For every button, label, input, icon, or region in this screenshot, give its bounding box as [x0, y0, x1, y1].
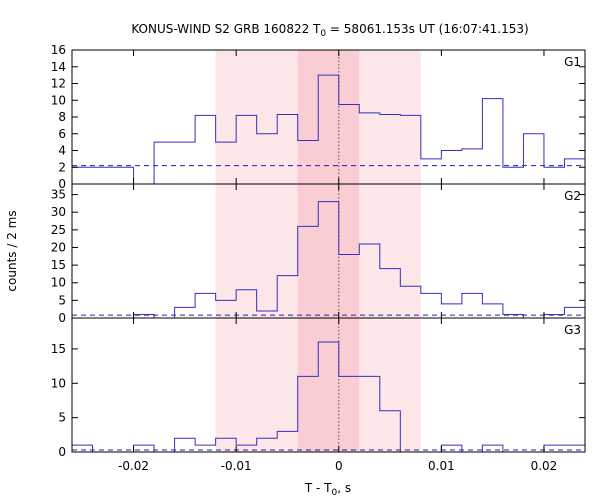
- y-tick-label: 2: [58, 160, 66, 174]
- y-tick-label: 14: [51, 60, 66, 74]
- x-tick-label: -0.02: [118, 459, 149, 473]
- y-axis-label: counts / 2 ms: [5, 210, 19, 291]
- y-tick-label: 15: [51, 342, 66, 356]
- y-tick-label: 8: [58, 110, 66, 124]
- y-tick-label: 0: [58, 311, 66, 325]
- y-tick-label: 0: [58, 177, 66, 191]
- x-axis-label: T - T0, s: [304, 481, 351, 498]
- x-tick-label: 0: [335, 459, 343, 473]
- x-tick-label: 0.01: [428, 459, 455, 473]
- panel-g3: 0 5 10 15 G3: [51, 317, 586, 459]
- y-tick-label: 10: [51, 93, 66, 107]
- shaded-interval-inner: [297, 50, 360, 452]
- x-tick-label: -0.01: [221, 459, 252, 473]
- y-tick-label: 35: [51, 188, 66, 202]
- histogram-line: [72, 201, 585, 319]
- x-tick-label: 0.02: [531, 459, 558, 473]
- y-tick-label: 5: [58, 293, 66, 307]
- panel-g2: 0 5 10 15 20 25 30 35 G2: [51, 183, 586, 325]
- y-tick-label: 4: [58, 144, 66, 158]
- y-tick-label: 10: [51, 376, 66, 390]
- y-tick-label: 16: [51, 43, 66, 57]
- y-tick-label: 0: [58, 445, 66, 459]
- panel-label: G1: [564, 55, 581, 69]
- y-tick-label: 30: [51, 205, 66, 219]
- y-tick-label: 12: [51, 77, 66, 91]
- y-tick-label: 6: [58, 127, 66, 141]
- chart-title: KONUS-WIND S2 GRB 160822 T0 = 58061.153s…: [131, 22, 528, 39]
- y-tick-label: 10: [51, 276, 66, 290]
- panel-label: G3: [564, 323, 581, 337]
- y-tick-label: 15: [51, 258, 66, 272]
- panel-g1: 0 2 4 6 8 10 12 14 16 G1: [51, 43, 586, 191]
- histogram-line: [72, 74, 585, 185]
- panel-frame: [71, 317, 586, 453]
- y-tick-label: 20: [51, 240, 66, 254]
- y-tick-label: 5: [58, 411, 66, 425]
- y-tick-label: 25: [51, 223, 66, 237]
- panel-label: G2: [564, 189, 581, 203]
